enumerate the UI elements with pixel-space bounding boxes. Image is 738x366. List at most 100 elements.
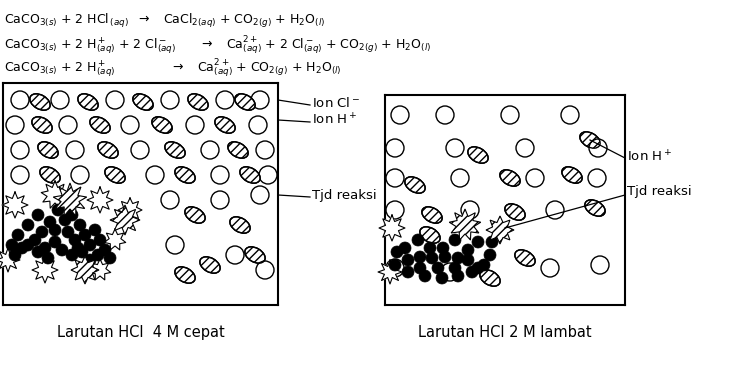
Circle shape bbox=[472, 236, 484, 248]
Circle shape bbox=[99, 244, 111, 256]
Circle shape bbox=[39, 242, 51, 254]
Ellipse shape bbox=[405, 177, 425, 193]
Ellipse shape bbox=[200, 257, 220, 273]
Circle shape bbox=[84, 239, 96, 251]
Circle shape bbox=[211, 191, 229, 209]
Circle shape bbox=[6, 116, 24, 134]
Circle shape bbox=[386, 259, 404, 277]
Text: CaCO$_{3(s)}$ + 2 HCl$_{\,(aq)}$  $\rightarrow$   CaCl$_{2(aq)}$ + CO$_{2(g)}$ +: CaCO$_{3(s)}$ + 2 HCl$_{\,(aq)}$ $\right… bbox=[4, 12, 325, 30]
Circle shape bbox=[11, 91, 29, 109]
Text: Ion H$^+$: Ion H$^+$ bbox=[312, 112, 357, 128]
Ellipse shape bbox=[38, 142, 58, 158]
Circle shape bbox=[462, 244, 474, 256]
Circle shape bbox=[386, 201, 404, 219]
Circle shape bbox=[526, 169, 544, 187]
Ellipse shape bbox=[468, 147, 488, 163]
Ellipse shape bbox=[77, 94, 98, 110]
Polygon shape bbox=[87, 187, 113, 213]
Circle shape bbox=[79, 229, 91, 241]
Circle shape bbox=[588, 169, 606, 187]
Circle shape bbox=[446, 139, 464, 157]
Ellipse shape bbox=[105, 167, 125, 183]
Polygon shape bbox=[110, 205, 140, 235]
Circle shape bbox=[36, 226, 48, 238]
Circle shape bbox=[389, 259, 401, 271]
Circle shape bbox=[56, 244, 68, 256]
Circle shape bbox=[49, 224, 61, 236]
Polygon shape bbox=[89, 259, 111, 280]
Polygon shape bbox=[41, 181, 69, 208]
Circle shape bbox=[451, 169, 469, 187]
Circle shape bbox=[59, 214, 71, 226]
Circle shape bbox=[386, 169, 404, 187]
Circle shape bbox=[437, 242, 449, 254]
Circle shape bbox=[32, 209, 44, 221]
Circle shape bbox=[414, 262, 426, 274]
Circle shape bbox=[412, 234, 424, 246]
Circle shape bbox=[449, 234, 461, 246]
Circle shape bbox=[436, 106, 454, 124]
Circle shape bbox=[42, 252, 54, 264]
Circle shape bbox=[66, 249, 78, 261]
Polygon shape bbox=[378, 260, 402, 284]
Circle shape bbox=[256, 141, 274, 159]
Circle shape bbox=[589, 139, 607, 157]
Circle shape bbox=[216, 91, 234, 109]
Ellipse shape bbox=[235, 94, 255, 110]
Circle shape bbox=[49, 236, 61, 248]
Circle shape bbox=[452, 252, 464, 264]
Circle shape bbox=[6, 239, 18, 251]
Circle shape bbox=[426, 252, 438, 264]
Circle shape bbox=[516, 139, 534, 157]
Circle shape bbox=[89, 224, 101, 236]
Polygon shape bbox=[53, 183, 87, 216]
Ellipse shape bbox=[562, 167, 582, 183]
Ellipse shape bbox=[165, 142, 185, 158]
Circle shape bbox=[251, 186, 269, 204]
Circle shape bbox=[121, 116, 139, 134]
Circle shape bbox=[419, 270, 431, 282]
Polygon shape bbox=[118, 198, 142, 222]
Circle shape bbox=[591, 256, 609, 274]
Circle shape bbox=[386, 139, 404, 157]
Ellipse shape bbox=[480, 270, 500, 286]
Circle shape bbox=[561, 106, 579, 124]
Circle shape bbox=[52, 204, 64, 216]
Circle shape bbox=[472, 262, 484, 274]
Circle shape bbox=[201, 141, 219, 159]
Ellipse shape bbox=[228, 142, 248, 158]
Circle shape bbox=[92, 249, 104, 261]
Text: Tjd reaksi: Tjd reaksi bbox=[627, 186, 692, 198]
Circle shape bbox=[22, 219, 34, 231]
Ellipse shape bbox=[422, 207, 442, 223]
Circle shape bbox=[146, 166, 164, 184]
Circle shape bbox=[71, 166, 89, 184]
Ellipse shape bbox=[230, 217, 250, 233]
Circle shape bbox=[541, 259, 559, 277]
Ellipse shape bbox=[184, 207, 205, 223]
Circle shape bbox=[399, 242, 411, 254]
Circle shape bbox=[66, 209, 78, 221]
Circle shape bbox=[441, 263, 459, 281]
Text: CaCO$_{3(s)}$ + 2 H$^+_{(aq)}$ + 2 Cl$^-_{(aq)}$      $\rightarrow$   Ca$^{2+}_{: CaCO$_{3(s)}$ + 2 H$^+_{(aq)}$ + 2 Cl$^-… bbox=[4, 35, 431, 57]
Ellipse shape bbox=[40, 167, 61, 183]
Polygon shape bbox=[379, 215, 405, 241]
Circle shape bbox=[29, 234, 41, 246]
Circle shape bbox=[466, 266, 478, 278]
Ellipse shape bbox=[240, 167, 261, 183]
Circle shape bbox=[256, 261, 274, 279]
Ellipse shape bbox=[500, 170, 520, 186]
Text: Larutan HCl  4 M cepat: Larutan HCl 4 M cepat bbox=[57, 325, 224, 340]
Ellipse shape bbox=[133, 94, 154, 110]
Ellipse shape bbox=[175, 167, 195, 183]
Circle shape bbox=[16, 242, 28, 254]
Circle shape bbox=[161, 91, 179, 109]
Ellipse shape bbox=[188, 94, 208, 110]
Text: Ion Cl$^-$: Ion Cl$^-$ bbox=[312, 96, 360, 110]
Circle shape bbox=[106, 91, 124, 109]
Circle shape bbox=[249, 116, 267, 134]
Circle shape bbox=[259, 166, 277, 184]
Circle shape bbox=[478, 259, 490, 271]
Ellipse shape bbox=[152, 117, 172, 133]
Circle shape bbox=[436, 272, 448, 284]
